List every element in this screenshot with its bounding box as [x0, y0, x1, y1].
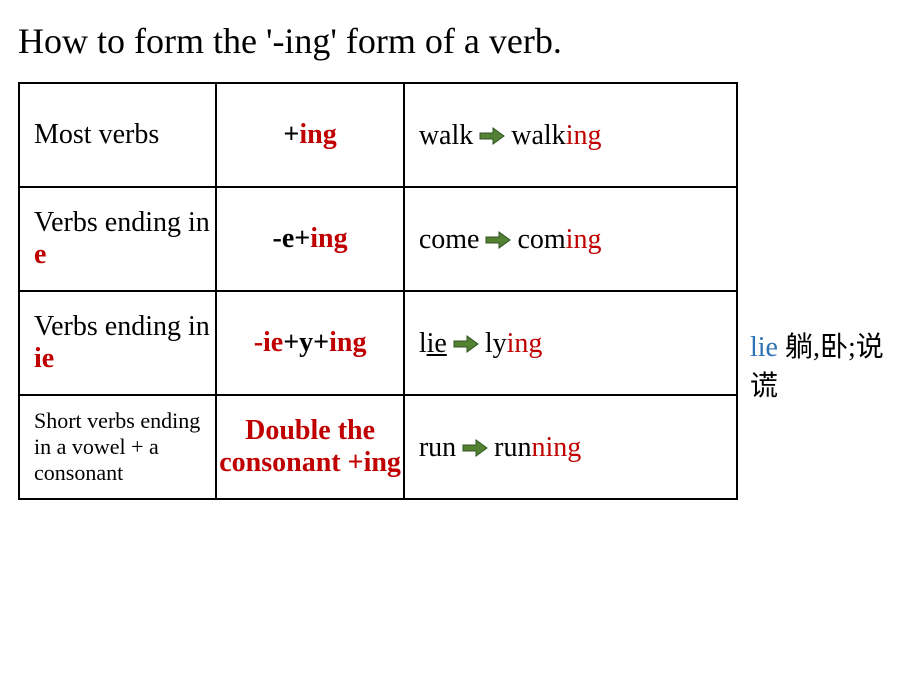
- table-row: Verbs ending in e-e+ingcomecoming: [19, 187, 737, 291]
- example-cell: runrunning: [404, 395, 737, 499]
- side-note: lie 躺,卧;说谎: [750, 328, 910, 406]
- side-note-word: lie: [750, 332, 778, 363]
- arrow-icon: [462, 438, 488, 458]
- category-cell: Most verbs: [19, 83, 216, 187]
- arrow-icon: [485, 230, 511, 250]
- page-title: How to form the '-ing' form of a verb.: [0, 0, 920, 62]
- category-cell: Verbs ending in ie: [19, 291, 216, 395]
- rule-cell: -ie+y+ing: [216, 291, 403, 395]
- table-row: Short verbs ending in a vowel + a conson…: [19, 395, 737, 499]
- arrow-icon: [453, 334, 479, 354]
- grammar-table: Most verbs+ingwalkwalkingVerbs ending in…: [18, 82, 738, 500]
- category-cell: Short verbs ending in a vowel + a conson…: [19, 395, 216, 499]
- rule-cell: -e+ing: [216, 187, 403, 291]
- table-row: Most verbs+ingwalkwalking: [19, 83, 737, 187]
- example-cell: lielying: [404, 291, 737, 395]
- rule-cell: +ing: [216, 83, 403, 187]
- table-row: Verbs ending in ie-ie+y+inglielying: [19, 291, 737, 395]
- category-cell: Verbs ending in e: [19, 187, 216, 291]
- rule-cell: Double the consonant +ing: [216, 395, 403, 499]
- example-cell: comecoming: [404, 187, 737, 291]
- arrow-icon: [479, 126, 505, 146]
- example-cell: walkwalking: [404, 83, 737, 187]
